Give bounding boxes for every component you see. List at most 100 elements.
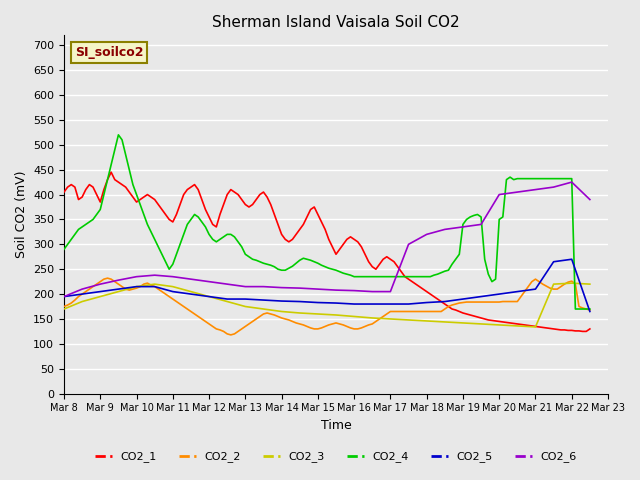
CO2_3 bbox=[223, 299, 231, 304]
CO2_1 bbox=[212, 224, 220, 230]
CO2_3 bbox=[205, 294, 213, 300]
CO2_2 bbox=[125, 287, 133, 293]
CO2_5 bbox=[513, 288, 521, 294]
CO2_3 bbox=[477, 321, 485, 327]
CO2_3 bbox=[132, 284, 140, 289]
CO2_6 bbox=[459, 224, 467, 230]
CO2_3 bbox=[495, 322, 503, 328]
CO2_2 bbox=[191, 311, 198, 317]
CO2_6 bbox=[441, 227, 449, 232]
CO2_3 bbox=[241, 304, 249, 310]
CO2_3 bbox=[350, 313, 358, 319]
CO2_3 bbox=[296, 310, 303, 316]
CO2_2 bbox=[227, 332, 235, 338]
CO2_6 bbox=[97, 281, 104, 287]
CO2_6 bbox=[387, 288, 394, 294]
CO2_5 bbox=[350, 301, 358, 307]
CO2_3 bbox=[404, 317, 412, 323]
CO2_6 bbox=[532, 187, 540, 192]
CO2_6 bbox=[513, 189, 521, 195]
Legend: CO2_1, CO2_2, CO2_3, CO2_4, CO2_5, CO2_6: CO2_1, CO2_2, CO2_3, CO2_4, CO2_5, CO2_6 bbox=[90, 447, 582, 467]
CO2_2 bbox=[195, 313, 202, 319]
CO2_5 bbox=[532, 286, 540, 292]
CO2_3 bbox=[550, 281, 557, 287]
CO2_6 bbox=[223, 281, 231, 287]
Line: CO2_3: CO2_3 bbox=[64, 283, 590, 327]
CO2_1 bbox=[191, 182, 198, 188]
CO2_3 bbox=[151, 281, 159, 287]
CO2_3 bbox=[423, 318, 431, 324]
Line: CO2_2: CO2_2 bbox=[64, 278, 590, 335]
CO2_6 bbox=[60, 294, 68, 300]
CO2_6 bbox=[314, 286, 322, 292]
CO2_6 bbox=[187, 276, 195, 282]
CO2_2 bbox=[212, 326, 220, 332]
CO2_3 bbox=[187, 288, 195, 294]
CO2_3 bbox=[278, 309, 285, 314]
CO2_1 bbox=[586, 326, 594, 332]
CO2_3 bbox=[60, 306, 68, 312]
CO2_1 bbox=[125, 189, 133, 195]
CO2_5 bbox=[459, 296, 467, 302]
CO2_1 bbox=[108, 169, 115, 175]
CO2_5 bbox=[369, 301, 376, 307]
CO2_5 bbox=[132, 284, 140, 289]
CO2_5 bbox=[115, 286, 122, 292]
CO2_5 bbox=[97, 288, 104, 294]
CO2_3 bbox=[332, 312, 340, 318]
CO2_3 bbox=[115, 288, 122, 294]
CO2_5 bbox=[387, 301, 394, 307]
CO2_5 bbox=[187, 291, 195, 297]
CO2_3 bbox=[97, 294, 104, 300]
CO2_2 bbox=[60, 304, 68, 310]
CO2_4 bbox=[212, 239, 220, 245]
X-axis label: Time: Time bbox=[321, 419, 351, 432]
CO2_5 bbox=[404, 301, 412, 307]
Y-axis label: Soil CO2 (mV): Soil CO2 (mV) bbox=[15, 171, 28, 258]
CO2_2 bbox=[332, 320, 340, 326]
CO2_5 bbox=[423, 300, 431, 305]
CO2_5 bbox=[441, 299, 449, 304]
CO2_6 bbox=[241, 284, 249, 289]
CO2_6 bbox=[278, 285, 285, 290]
CO2_5 bbox=[332, 300, 340, 306]
CO2_4 bbox=[372, 274, 380, 279]
CO2_4 bbox=[572, 306, 579, 312]
CO2_3 bbox=[532, 324, 540, 330]
CO2_2 bbox=[586, 307, 594, 313]
CO2_1 bbox=[579, 328, 586, 334]
CO2_5 bbox=[241, 296, 249, 302]
CO2_3 bbox=[369, 315, 376, 321]
Line: CO2_5: CO2_5 bbox=[64, 259, 590, 312]
CO2_5 bbox=[495, 291, 503, 297]
CO2_6 bbox=[205, 279, 213, 285]
CO2_5 bbox=[568, 256, 575, 262]
CO2_4 bbox=[191, 212, 198, 217]
CO2_3 bbox=[568, 280, 575, 286]
CO2_3 bbox=[513, 323, 521, 329]
CO2_1 bbox=[372, 266, 380, 272]
CO2_6 bbox=[78, 286, 86, 292]
CO2_6 bbox=[477, 222, 485, 228]
CO2_2 bbox=[104, 275, 111, 281]
Line: CO2_1: CO2_1 bbox=[64, 172, 590, 331]
CO2_5 bbox=[78, 291, 86, 297]
CO2_6 bbox=[495, 192, 503, 197]
CO2_3 bbox=[169, 284, 177, 289]
CO2_4 bbox=[60, 246, 68, 252]
CO2_3 bbox=[314, 311, 322, 317]
CO2_5 bbox=[60, 294, 68, 300]
CO2_3 bbox=[459, 320, 467, 326]
CO2_5 bbox=[477, 294, 485, 300]
CO2_6 bbox=[132, 274, 140, 279]
CO2_5 bbox=[260, 297, 268, 303]
CO2_4 bbox=[328, 266, 336, 272]
CO2_5 bbox=[223, 296, 231, 302]
CO2_3 bbox=[78, 299, 86, 304]
CO2_3 bbox=[586, 281, 594, 287]
CO2_6 bbox=[550, 184, 557, 190]
CO2_1 bbox=[195, 187, 202, 192]
CO2_6 bbox=[260, 284, 268, 289]
CO2_4 bbox=[586, 306, 594, 312]
CO2_1 bbox=[328, 244, 336, 250]
